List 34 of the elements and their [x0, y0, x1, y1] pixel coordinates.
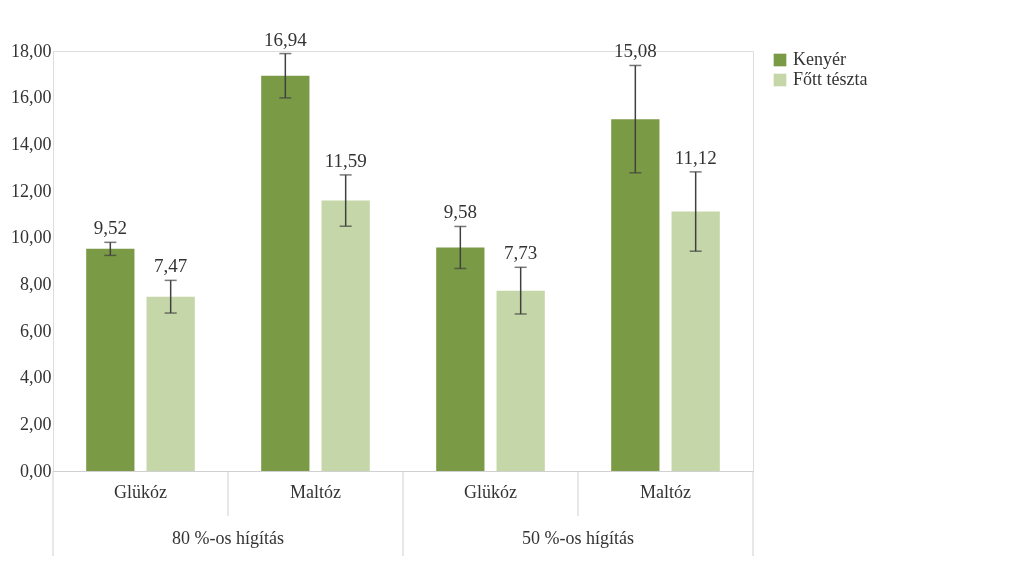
- y-tick-label: 0,00: [20, 460, 52, 481]
- bar: [436, 247, 485, 471]
- bar: [86, 248, 135, 471]
- y-tick-label: 8,00: [20, 273, 52, 294]
- y-tick-label: 18,00: [11, 40, 52, 61]
- data-label: 7,73: [504, 242, 538, 264]
- data-label: 11,12: [674, 146, 717, 168]
- data-label: 9,58: [443, 201, 477, 223]
- data-label: 9,52: [93, 217, 127, 239]
- data-label: 15,08: [613, 40, 657, 62]
- y-tick-label: 12,00: [11, 180, 52, 201]
- y-tick-label: 14,00: [11, 133, 52, 154]
- y-tick-label: 10,00: [11, 227, 52, 248]
- x-tick-label: Maltóz: [640, 481, 691, 502]
- y-tick-label: 16,00: [11, 87, 52, 108]
- bar: [671, 211, 720, 471]
- text: 80 %-os hígítás: [172, 528, 284, 548]
- legend-label: Főtt tészta: [793, 69, 868, 89]
- bar: [611, 119, 660, 471]
- data-label: 16,94: [263, 28, 308, 50]
- text: 50 %-os hígítás: [522, 528, 634, 548]
- y-tick-label: 4,00: [20, 367, 52, 388]
- y-tick-label: 6,00: [20, 320, 52, 341]
- x-tick-label: Glükóz: [464, 481, 517, 502]
- data-label: 11,59: [324, 149, 367, 171]
- data-label: 7,47: [154, 255, 188, 277]
- y-tick-label: 2,00: [20, 413, 52, 434]
- x-tick-label: Maltóz: [290, 481, 341, 502]
- legend-label: Kenyér: [793, 49, 846, 69]
- bar: [146, 296, 195, 471]
- bar: [261, 75, 310, 471]
- x-tick-label: Glükóz: [114, 481, 167, 502]
- bar: [321, 200, 370, 471]
- bar: [496, 290, 545, 471]
